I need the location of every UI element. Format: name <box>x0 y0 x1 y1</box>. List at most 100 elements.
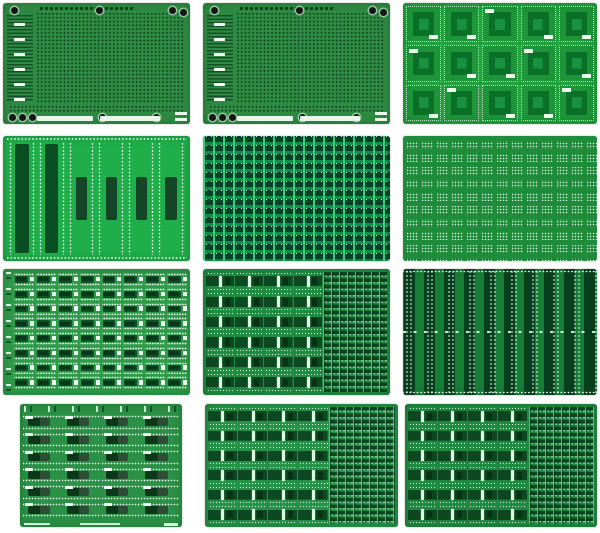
soic-footprint <box>14 346 34 360</box>
soic-footprint <box>14 273 34 286</box>
dip-footprint <box>62 414 101 431</box>
adapter-footprint <box>206 372 235 392</box>
adapter-footprint <box>298 465 328 485</box>
soic-footprint <box>57 287 78 301</box>
soic-footprint <box>79 332 100 345</box>
left-smd-footprint-column <box>207 15 233 102</box>
qfp-footprint <box>406 6 442 43</box>
soic-footprint <box>35 332 56 345</box>
adapter-footprint <box>208 505 238 524</box>
qfp-footprint <box>406 45 442 82</box>
pcb-photo-prototyping-board-2 <box>203 3 390 124</box>
adapter-cell-grid <box>206 272 322 392</box>
perfboard-dot-grid <box>36 12 184 104</box>
adapter-footprint <box>498 446 528 465</box>
silkscreen-chip <box>375 112 387 115</box>
adapter-footprint <box>208 407 238 426</box>
soic-footprint <box>57 332 78 345</box>
soic-footprint <box>57 273 78 286</box>
dip-footprint <box>23 484 62 501</box>
adapter-footprint <box>238 426 268 446</box>
adapter-footprint <box>238 505 268 524</box>
adapter-footprint <box>468 426 498 446</box>
soic-footprint <box>35 302 56 316</box>
connector-strip <box>67 142 96 255</box>
soic-footprint <box>145 287 166 301</box>
mounting-hole <box>296 7 303 14</box>
adapter-footprint <box>468 407 498 426</box>
adapter-footprint <box>206 352 235 372</box>
soic-footprint <box>145 332 166 345</box>
adapter-footprint <box>238 446 268 465</box>
soic-footprint <box>14 332 34 345</box>
adapter-footprint <box>268 505 298 524</box>
dip-footprint <box>101 466 140 483</box>
mounting-hole <box>180 9 187 16</box>
adapter-footprint <box>438 485 468 505</box>
dip-footprint <box>140 501 179 518</box>
qfp-footprint <box>482 84 518 121</box>
qfp-footprint <box>482 45 518 82</box>
soic-footprint <box>167 346 187 360</box>
soic-footprint <box>101 376 122 389</box>
pad-row-decoration <box>403 269 597 395</box>
perfboard-bottom-row <box>209 105 384 113</box>
dense-pad-columns <box>528 407 594 524</box>
qfp-footprint <box>520 45 556 82</box>
mounting-hole <box>29 114 36 121</box>
dense-pad-columns <box>329 407 395 524</box>
pcb-photo-sop-stripe-panel <box>403 269 597 395</box>
mounting-hole <box>211 7 218 14</box>
soic-footprint <box>145 273 166 286</box>
dip-footprint <box>23 501 62 518</box>
pcb-photo-mixed-panel-3 <box>405 404 597 527</box>
soic-footprint <box>123 317 144 330</box>
adapter-footprint <box>235 272 264 292</box>
perfboard-dot-grid <box>236 12 384 104</box>
dip-footprint <box>140 449 179 466</box>
qfp-footprint <box>558 45 594 82</box>
dip-footprint <box>101 501 140 518</box>
qfp-footprint <box>520 6 556 43</box>
soic-footprint <box>123 302 144 316</box>
soic-footprint <box>101 287 122 301</box>
soic-footprint <box>101 273 122 286</box>
adapter-footprint <box>293 332 322 352</box>
soic-footprint <box>145 302 166 316</box>
adapter-footprint <box>298 407 328 426</box>
adapter-footprint <box>208 426 238 446</box>
pcb-photo-soic-array <box>403 136 597 261</box>
soic-adapter-cells <box>14 273 187 389</box>
silkscreen-bar <box>237 116 293 121</box>
adapter-footprint <box>438 407 468 426</box>
adapter-footprint <box>498 505 528 524</box>
adapter-footprint <box>206 312 235 332</box>
adapter-footprint <box>208 446 238 465</box>
soic-footprint <box>35 346 56 360</box>
soic-footprint <box>145 317 166 330</box>
dip-footprint <box>101 414 140 431</box>
adapter-footprint <box>408 505 437 524</box>
adapter-footprint <box>298 485 328 505</box>
connector-strip <box>97 142 126 255</box>
connector-strip-row <box>7 142 186 255</box>
dip-footprint <box>23 431 62 448</box>
adapter-footprint <box>498 465 528 485</box>
qfp-footprint <box>444 84 480 121</box>
soic-footprint <box>35 376 56 389</box>
soic-footprint <box>167 376 187 389</box>
adapter-footprint <box>293 292 322 312</box>
adapter-footprint <box>293 352 322 372</box>
adapter-footprint <box>438 465 468 485</box>
qfp-footprint <box>482 6 518 43</box>
soic-footprint <box>79 346 100 360</box>
adapter-footprint <box>264 272 293 292</box>
soic-footprint <box>79 317 100 330</box>
pcb-photo-connector-strip-panel <box>3 136 190 261</box>
soic-footprint-pattern <box>403 136 597 261</box>
adapter-footprint <box>293 312 322 332</box>
adapter-footprint <box>208 485 238 505</box>
soic-footprint <box>167 273 187 286</box>
mounting-hole <box>11 7 18 14</box>
adapter-footprint <box>235 332 264 352</box>
